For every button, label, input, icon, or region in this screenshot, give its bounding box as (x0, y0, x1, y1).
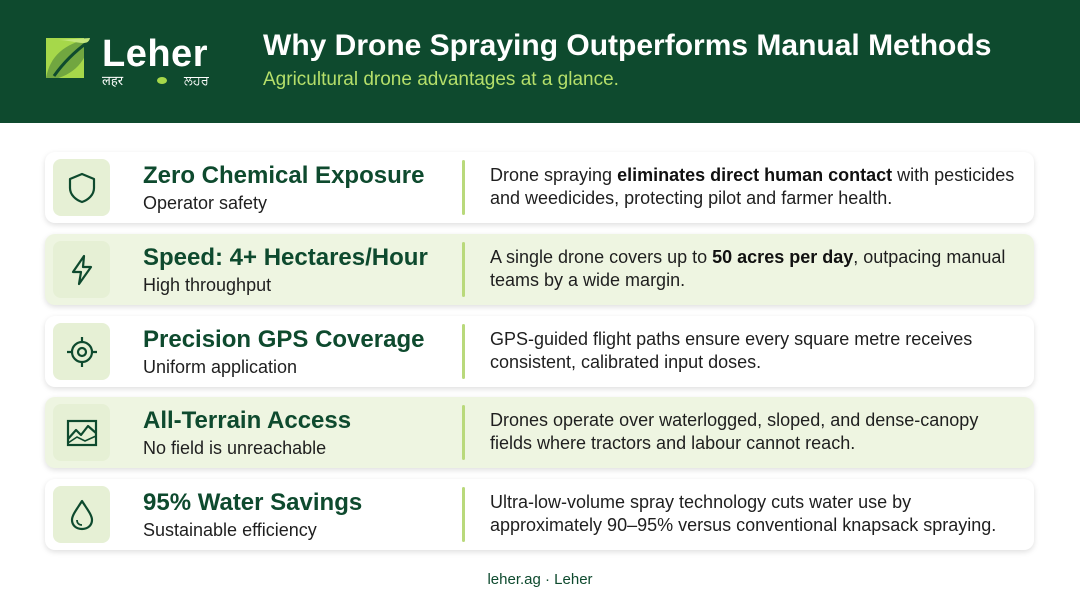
card-subtitle: Uniform application (143, 357, 298, 377)
icon-container (53, 159, 110, 216)
brand-logo: Leher लहर ਲਹਰ (44, 34, 244, 94)
card-description: GPS-guided flight paths ensure every squ… (490, 329, 973, 372)
page-subtitle: Agricultural drone advantages at a glanc… (263, 69, 619, 90)
shield-icon (68, 172, 95, 203)
icon-container (53, 241, 110, 298)
brand-script-punjabi: ਲਹਰ (184, 73, 209, 88)
advantage-card-terrain: All-Terrain Access No field is unreachab… (45, 397, 1034, 468)
card-divider (462, 324, 465, 379)
leaf-logo-icon (46, 38, 90, 80)
header-banner: Leher लहर ਲਹਰ Why Drone Spraying Outperf… (0, 0, 1080, 123)
card-title: Zero Chemical Exposure (143, 162, 425, 189)
water-drop-icon (70, 499, 93, 530)
brand-script-hindi: लहर (102, 73, 124, 88)
card-description: Ultra-low-volume spray technology cuts w… (490, 492, 997, 535)
card-divider (462, 487, 465, 542)
advantage-card-water: 95% Water Savings Sustainable efficiency… (45, 479, 1034, 550)
advantage-card-speed: Speed: 4+ Hectares/Hour High throughput … (45, 234, 1034, 305)
advantage-card-safety: Zero Chemical Exposure Operator safety D… (45, 152, 1034, 223)
card-divider (462, 160, 465, 215)
card-title: Precision GPS Coverage (143, 326, 425, 353)
card-description: A single drone covers up to 50 acres per… (490, 247, 1006, 290)
lightning-icon (71, 254, 92, 285)
icon-container (53, 486, 110, 543)
card-divider (462, 242, 465, 297)
icon-container (53, 323, 110, 380)
crosshair-icon (66, 336, 97, 367)
brand-name: Leher (102, 33, 208, 75)
footer-credit: leher.ag · Leher (487, 571, 593, 588)
card-title: All-Terrain Access (143, 407, 352, 434)
advantage-card-precision: Precision GPS Coverage Uniform applicati… (45, 316, 1034, 387)
card-title: 95% Water Savings (143, 489, 363, 516)
card-subtitle: High throughput (143, 275, 272, 295)
card-subtitle: No field is unreachable (143, 438, 327, 458)
icon-container (53, 404, 110, 461)
card-description: Drone spraying eliminates direct human c… (490, 165, 1015, 208)
card-title: Speed: 4+ Hectares/Hour (143, 244, 428, 271)
terrain-icon (66, 419, 97, 446)
card-subtitle: Sustainable efficiency (143, 520, 317, 540)
brand-dot (157, 77, 167, 84)
card-divider (462, 405, 465, 460)
page-title: Why Drone Spraying Outperforms Manual Me… (263, 29, 992, 62)
card-subtitle: Operator safety (143, 193, 268, 213)
card-description: Drones operate over waterlogged, sloped,… (490, 410, 979, 453)
